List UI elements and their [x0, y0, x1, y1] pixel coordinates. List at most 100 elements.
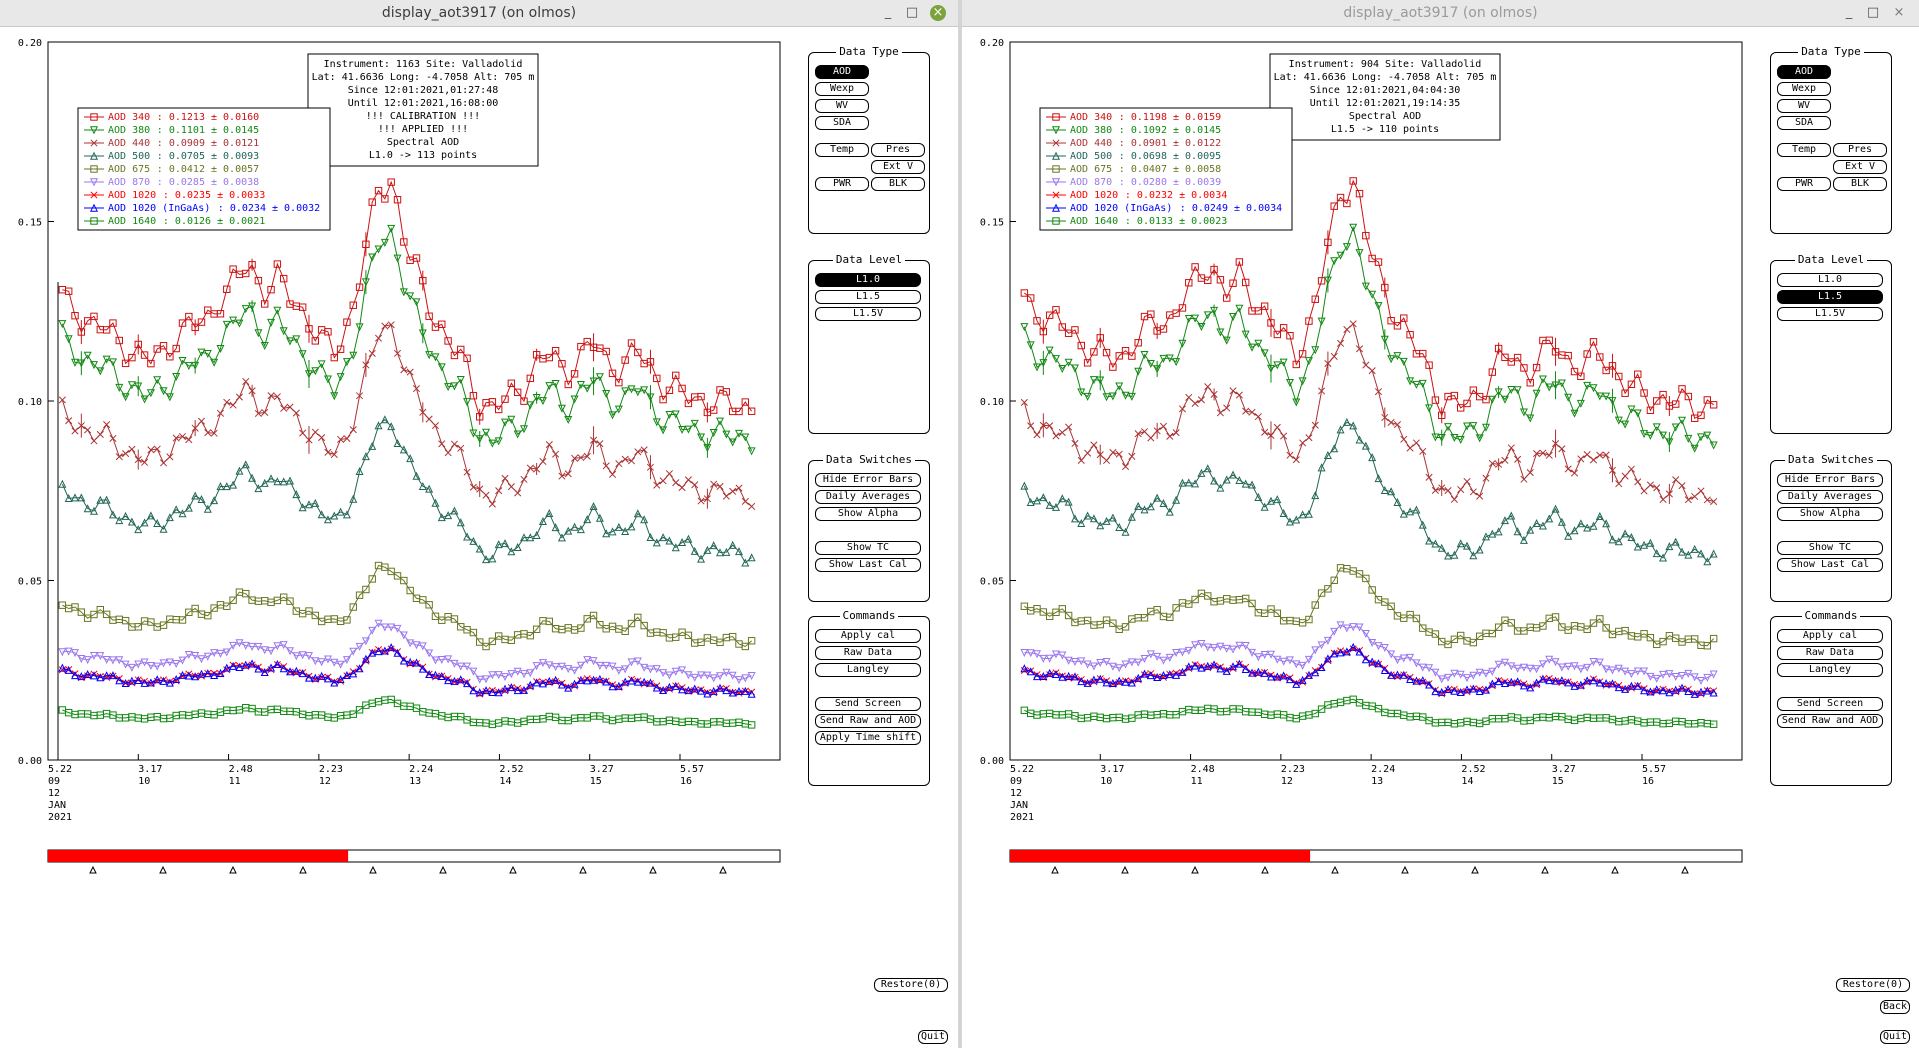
btn-l1-5v[interactable]: L1.5V	[1777, 307, 1883, 321]
btn-raw-data[interactable]: Raw Data	[1777, 646, 1883, 660]
point	[96, 495, 105, 504]
point	[1671, 400, 1680, 408]
point	[1159, 656, 1168, 665]
info-line: Since 12:01:2021,01:27:48	[348, 85, 499, 96]
btn-blk[interactable]: BLK	[1833, 177, 1887, 191]
point	[456, 675, 465, 684]
btn-daily-averages[interactable]: Daily Averages	[815, 490, 921, 504]
btn-ext-v[interactable]: Ext V	[871, 160, 925, 174]
point	[1418, 676, 1427, 685]
point	[1311, 646, 1320, 655]
quit-button[interactable]: Quit	[918, 1030, 948, 1044]
btn-sda[interactable]: SDA	[815, 116, 869, 130]
point	[1223, 404, 1231, 412]
btn-apply-cal[interactable]: Apply cal	[815, 629, 921, 643]
aod-chart[interactable]: 0.200.150.100.050.005.22093.17102.48112.…	[962, 26, 1919, 1048]
btn-send-screen[interactable]: Send Screen	[815, 697, 921, 711]
point	[90, 113, 98, 121]
close-icon[interactable]: ×	[1893, 5, 1905, 20]
point	[342, 656, 351, 665]
point	[747, 553, 756, 562]
btn-wv[interactable]: WV	[815, 99, 869, 113]
btn-pwr[interactable]: PWR	[1777, 177, 1831, 191]
btn-langley[interactable]: Langley	[815, 663, 921, 677]
btn-show-tc[interactable]: Show TC	[815, 541, 921, 555]
btn-sda[interactable]: SDA	[1777, 116, 1831, 130]
maximize-icon[interactable]: □	[1866, 5, 1880, 20]
btn-blk[interactable]: BLK	[871, 177, 925, 191]
point	[254, 642, 263, 651]
title-bar[interactable]: display_aot3917 (on olmos) _ □ ×	[962, 0, 1919, 27]
btn-wexp[interactable]: Wexp	[815, 82, 869, 96]
point	[557, 680, 566, 689]
btn-l1-5v[interactable]: L1.5V	[815, 307, 921, 321]
btn-temp[interactable]: Temp	[1777, 143, 1831, 157]
x-tick-day: 11	[229, 776, 241, 787]
btn-aod[interactable]: AOD	[815, 65, 869, 79]
point	[165, 658, 174, 667]
btn-hide-error-bars[interactable]: Hide Error Bars	[815, 473, 921, 487]
btn-hide-error-bars[interactable]: Hide Error Bars	[1777, 473, 1883, 487]
point	[444, 655, 453, 664]
btn-pres[interactable]: Pres	[871, 143, 925, 157]
back-button[interactable]: Back	[1880, 1000, 1910, 1014]
btn-pres[interactable]: Pres	[1833, 143, 1887, 157]
series-1	[58, 224, 756, 458]
btn-apply-cal[interactable]: Apply cal	[1777, 629, 1883, 643]
btn-pwr[interactable]: PWR	[815, 177, 869, 191]
btn-send-raw-and-aod[interactable]: Send Raw and AOD	[1777, 714, 1883, 728]
maximize-icon[interactable]: □	[905, 5, 919, 20]
title-bar[interactable]: display_aot3917 (on olmos) _ □ ×	[0, 0, 958, 27]
x-tick-time: 5.57	[1642, 764, 1666, 775]
point	[172, 505, 181, 514]
point	[1538, 674, 1547, 683]
btn-raw-data[interactable]: Raw Data	[815, 646, 921, 660]
btn-l1-0[interactable]: L1.0	[1777, 273, 1883, 287]
point	[1583, 523, 1592, 532]
series-line	[62, 180, 753, 419]
btn-langley[interactable]: Langley	[1777, 663, 1883, 677]
restore-button[interactable]: Restore(0)	[874, 978, 948, 992]
btn-daily-averages[interactable]: Daily Averages	[1777, 490, 1883, 504]
point	[665, 411, 674, 420]
btn-l1-0[interactable]: L1.0	[815, 273, 921, 287]
aod-chart[interactable]: 0.200.150.100.050.005.22093.17102.48112.…	[0, 26, 958, 1048]
legend-label: AOD 1020 (InGaAs)	[1070, 203, 1172, 214]
restore-button[interactable]: Restore(0)	[1836, 978, 1910, 992]
btn-temp[interactable]: Temp	[815, 143, 869, 157]
btn-show-alpha[interactable]: Show Alpha	[815, 507, 921, 521]
btn-show-last-cal[interactable]: Show Last Cal	[1777, 558, 1883, 572]
btn-apply-time-shift[interactable]: Apply Time shift	[815, 731, 921, 745]
timeline-marker	[719, 865, 727, 874]
minimize-icon[interactable]: _	[1845, 5, 1853, 20]
close-icon[interactable]: ×	[930, 5, 946, 21]
quit-button[interactable]: Quit	[1880, 1030, 1910, 1044]
btn-send-raw-and-aod[interactable]: Send Raw and AOD	[815, 714, 921, 728]
point	[1191, 399, 1199, 407]
point	[728, 671, 737, 680]
btn-send-screen[interactable]: Send Screen	[1777, 697, 1883, 711]
point	[1633, 667, 1642, 676]
btn-aod[interactable]: AOD	[1777, 65, 1831, 79]
point	[1323, 636, 1332, 645]
btn-show-alpha[interactable]: Show Alpha	[1777, 507, 1883, 521]
point	[709, 428, 718, 437]
point	[1279, 324, 1288, 332]
btn-wexp[interactable]: Wexp	[1777, 82, 1831, 96]
btn-l1-5[interactable]: L1.5	[1777, 290, 1883, 304]
point	[545, 661, 554, 670]
point	[1589, 619, 1598, 627]
series-line	[61, 324, 752, 507]
point	[545, 441, 553, 449]
point	[1551, 658, 1560, 667]
btn-ext-v[interactable]: Ext V	[1833, 160, 1887, 174]
point	[83, 504, 92, 513]
point	[1349, 645, 1357, 653]
point	[608, 527, 617, 536]
point	[1033, 317, 1041, 325]
btn-show-last-cal[interactable]: Show Last Cal	[815, 558, 921, 572]
btn-wv[interactable]: WV	[1777, 99, 1831, 113]
minimize-icon[interactable]: _	[884, 5, 892, 20]
btn-show-tc[interactable]: Show TC	[1777, 541, 1883, 555]
btn-l1-5[interactable]: L1.5	[815, 290, 921, 304]
